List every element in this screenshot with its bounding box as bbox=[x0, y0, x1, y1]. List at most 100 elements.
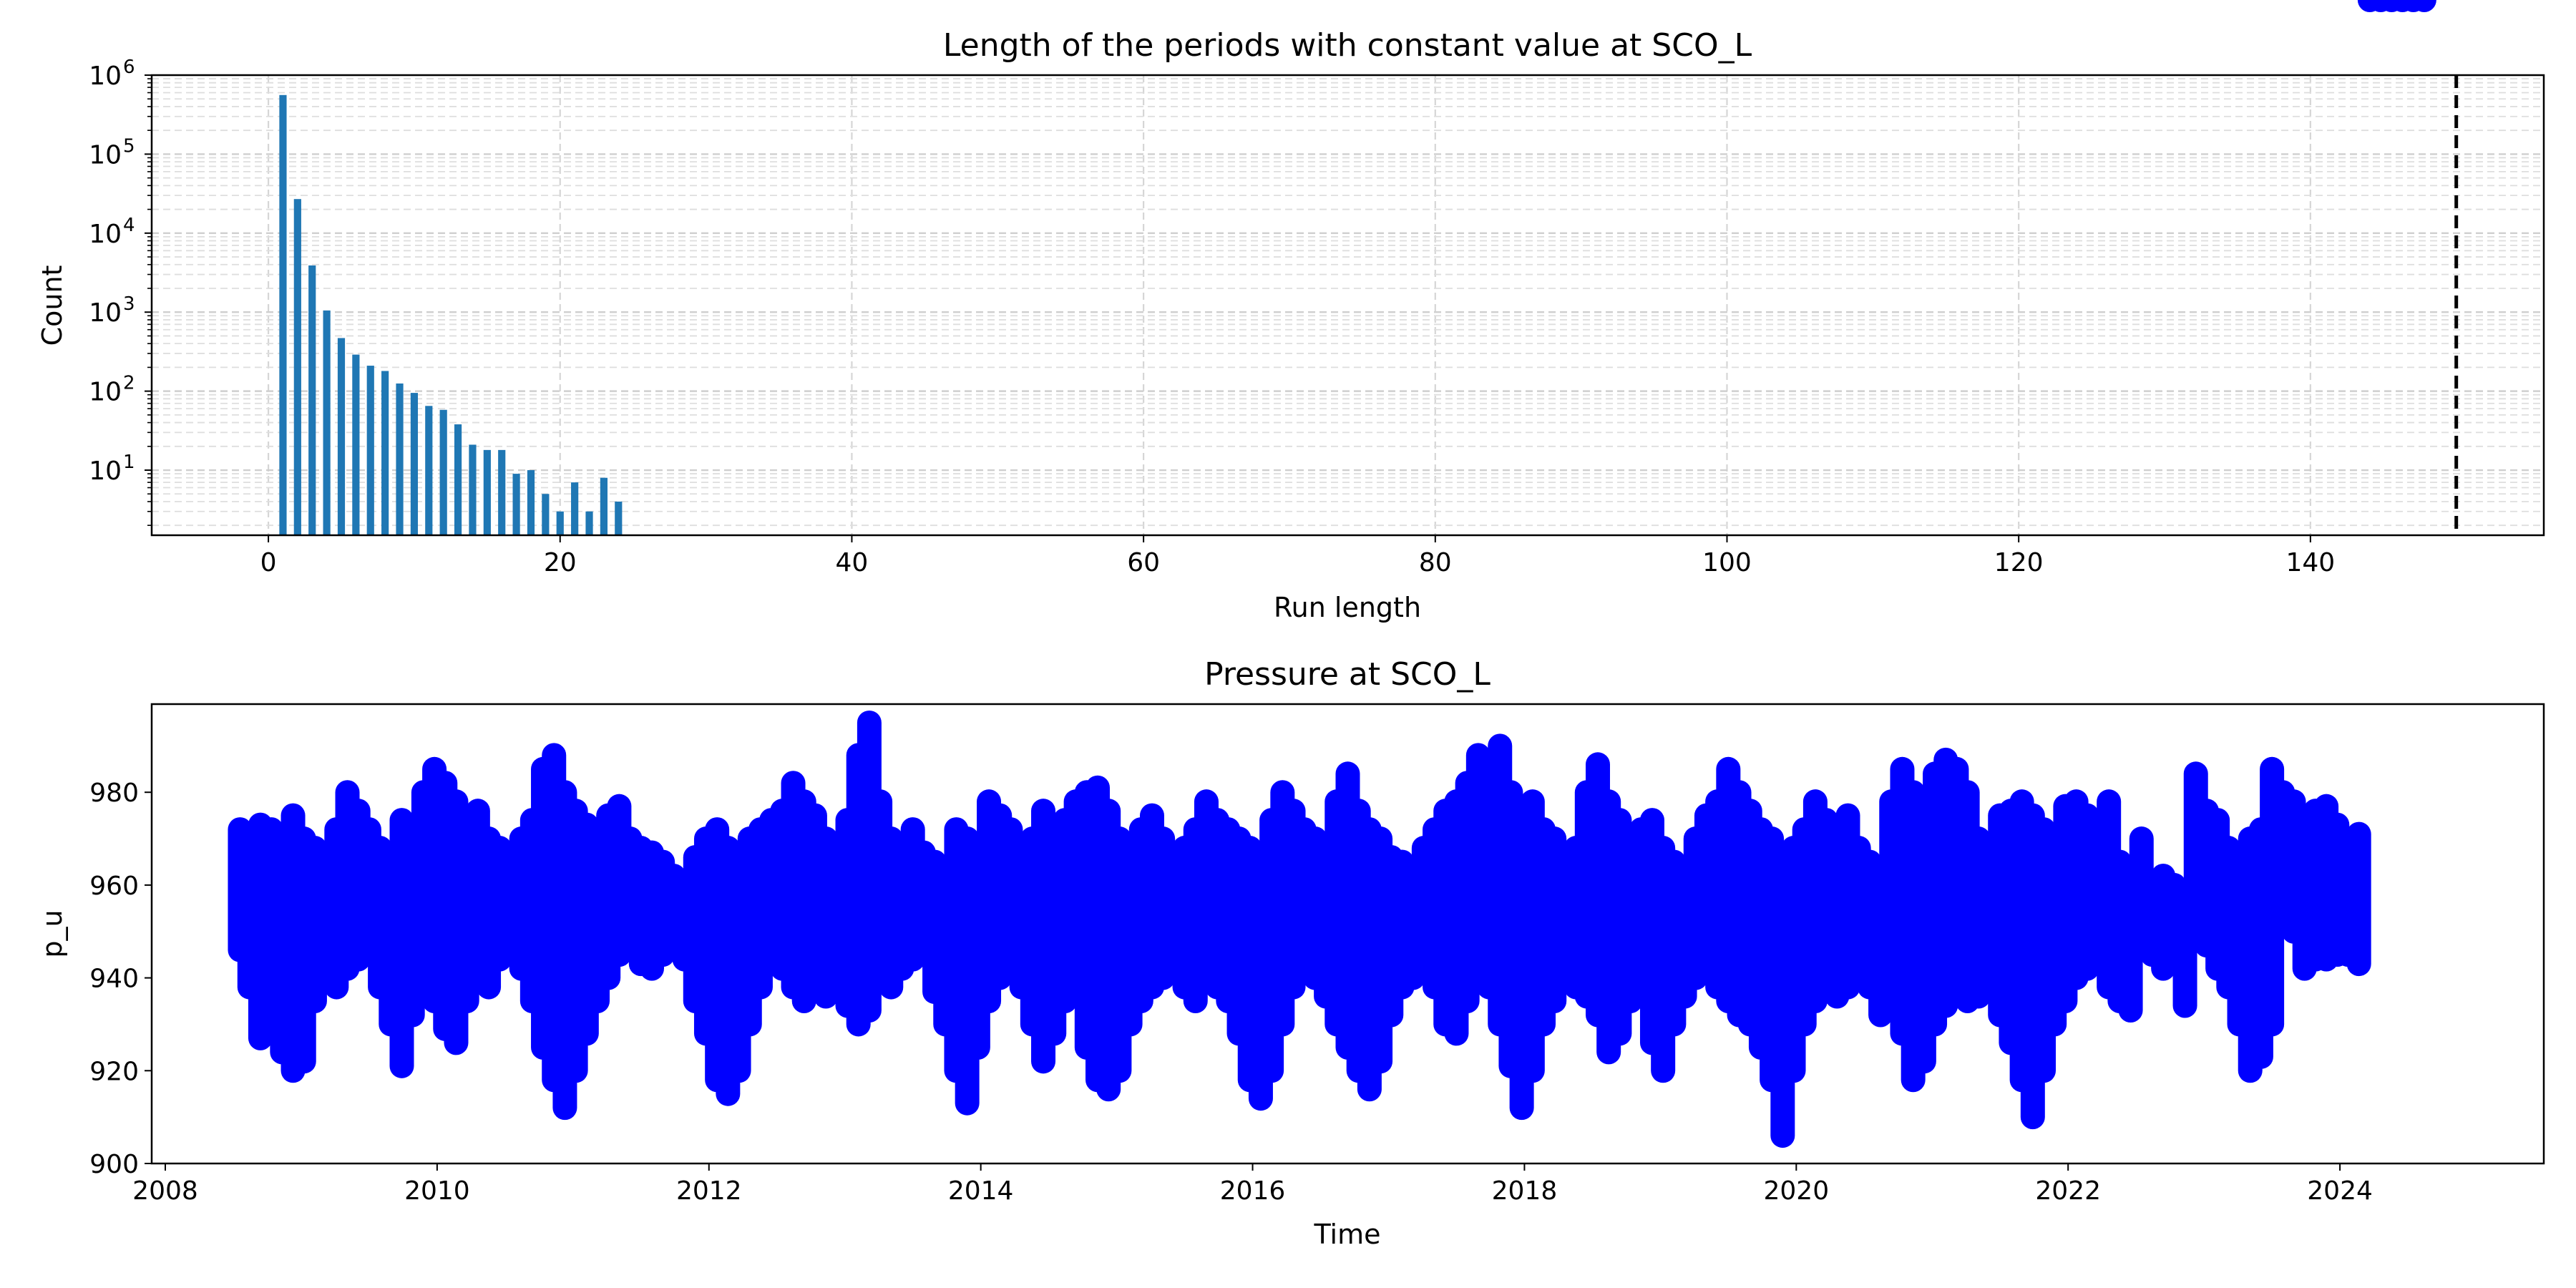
pressure-max-marker bbox=[2130, 828, 2152, 850]
top-x-tick-label: 120 bbox=[1994, 548, 2044, 577]
pressure-max-marker bbox=[2087, 828, 2109, 850]
pressure-min-marker bbox=[1347, 1060, 1370, 1082]
pressure-min-marker bbox=[445, 1032, 467, 1054]
pressure-min-marker bbox=[924, 981, 946, 1003]
top-y-tick-label: 10 bbox=[89, 220, 122, 249]
pressure-min-marker bbox=[880, 976, 902, 998]
pressure-max-marker bbox=[684, 847, 706, 868]
pressure-min-marker bbox=[1228, 1023, 1250, 1045]
pressure-min-marker bbox=[1163, 957, 1185, 980]
pressure-min-marker bbox=[1424, 976, 1446, 998]
pressure-max-marker bbox=[434, 772, 457, 794]
pressure-max-marker bbox=[326, 819, 348, 841]
pressure-max-marker bbox=[2141, 883, 2163, 905]
pressure-max-marker bbox=[1891, 758, 1913, 780]
pressure-min-marker bbox=[1652, 1060, 1674, 1082]
pressure-max-marker bbox=[1913, 809, 1935, 831]
pressure-min-marker bbox=[2283, 920, 2305, 942]
pressure-max-marker bbox=[1021, 828, 1043, 850]
top-x-tick-label: 60 bbox=[1127, 548, 1160, 577]
pressure-min-marker bbox=[1913, 1050, 1935, 1073]
pressure-min-marker bbox=[293, 1050, 315, 1073]
pressure-max-marker bbox=[1000, 819, 1022, 841]
pressure-max-marker bbox=[2044, 837, 2066, 859]
pressure-max-marker bbox=[2228, 851, 2250, 873]
pressure-max-marker bbox=[1033, 800, 1055, 822]
pressure-min-marker bbox=[1249, 1088, 1272, 1110]
pressure-min-marker bbox=[1641, 1032, 1663, 1054]
pressure-max-marker bbox=[728, 851, 750, 873]
pressure-max-marker bbox=[1402, 864, 1424, 887]
pressure-min-marker bbox=[1924, 1013, 1946, 1035]
pressure-max-marker bbox=[347, 800, 369, 822]
pressure-max-marker bbox=[2076, 804, 2098, 826]
top-y-tick-exponent: 5 bbox=[123, 135, 135, 157]
pressure-max-marker bbox=[2413, 0, 2435, 11]
pressure-max-marker bbox=[1761, 828, 1783, 850]
pressure-min-marker bbox=[1695, 957, 1717, 980]
pressure-min-marker bbox=[1098, 1078, 1120, 1101]
pressure-max-marker bbox=[1054, 809, 1076, 831]
pressure-max-marker bbox=[1880, 791, 1903, 813]
pressure-min-marker bbox=[1979, 976, 2001, 998]
pressure-min-marker bbox=[229, 939, 251, 961]
bottom-x-tick-label: 2008 bbox=[132, 1176, 198, 1206]
pressure-min-marker bbox=[695, 1023, 717, 1045]
pressure-max-marker bbox=[826, 837, 848, 859]
pressure-max-marker bbox=[1413, 837, 1435, 859]
pressure-max-marker bbox=[358, 819, 380, 841]
histogram-bar bbox=[352, 354, 360, 535]
pressure-min-marker bbox=[326, 976, 348, 998]
pressure-max-marker bbox=[2098, 791, 2120, 813]
pressure-min-marker bbox=[1261, 1060, 1283, 1082]
pressure-min-marker bbox=[1119, 1013, 1141, 1035]
pressure-min-marker bbox=[1456, 990, 1478, 1013]
pressure-min-marker bbox=[945, 1060, 967, 1082]
pressure-max-marker bbox=[1174, 837, 1196, 859]
pressure-max-marker bbox=[1707, 791, 1729, 813]
pressure-max-marker bbox=[2207, 809, 2229, 831]
pressure-max-marker bbox=[510, 828, 532, 850]
pressure-min-marker bbox=[1761, 1069, 1783, 1091]
pressure-max-marker bbox=[2283, 791, 2305, 813]
pressure-max-marker bbox=[1337, 763, 1359, 785]
histogram-bar bbox=[469, 444, 477, 535]
pressure-min-marker bbox=[1239, 1069, 1261, 1091]
histogram-bar bbox=[439, 409, 447, 535]
histogram-bar bbox=[323, 310, 331, 535]
pressure-max-marker bbox=[782, 772, 804, 794]
pressure-min-marker bbox=[1184, 990, 1206, 1013]
pressure-min-marker bbox=[2207, 957, 2229, 980]
pressure-min-marker bbox=[1521, 1060, 1543, 1082]
pressure-min-marker bbox=[2033, 1060, 2055, 1082]
pressure-max-marker bbox=[891, 837, 913, 859]
pressure-min-marker bbox=[1815, 967, 1838, 989]
pressure-max-marker bbox=[1478, 753, 1501, 776]
bottom-chart-title: Pressure at SCO_L bbox=[1204, 656, 1491, 693]
pressure-min-marker bbox=[369, 976, 391, 998]
top-grid bbox=[152, 75, 2544, 535]
bottom-x-tick-label: 2012 bbox=[676, 1176, 742, 1206]
pressure-max-marker bbox=[1119, 837, 1141, 859]
histogram-bar bbox=[308, 265, 316, 535]
pressure-max-marker bbox=[967, 837, 989, 859]
pressure-min-marker bbox=[1108, 1060, 1131, 1082]
top-y-tick-exponent: 1 bbox=[123, 452, 135, 473]
pressure-min-marker bbox=[2044, 1013, 2066, 1035]
pressure-min-marker bbox=[1891, 1023, 1913, 1045]
pressure-max-marker bbox=[1641, 809, 1663, 831]
pressure-max-marker bbox=[467, 800, 489, 822]
bottom-y-tick-label: 940 bbox=[89, 965, 139, 994]
histogram-bar bbox=[542, 494, 550, 535]
pressure-max-marker bbox=[1598, 791, 1620, 813]
histogram-bar bbox=[454, 424, 462, 535]
bottom-y-tick-label: 960 bbox=[89, 872, 139, 901]
histogram-bar bbox=[571, 482, 579, 535]
pressure-min-marker bbox=[956, 1092, 978, 1114]
histogram-bar bbox=[425, 406, 433, 535]
top-x-tick-label: 40 bbox=[836, 548, 869, 577]
pressure-min-marker bbox=[1586, 1004, 1609, 1026]
pressure-max-marker bbox=[1195, 791, 1217, 813]
pressure-max-marker bbox=[608, 795, 630, 817]
